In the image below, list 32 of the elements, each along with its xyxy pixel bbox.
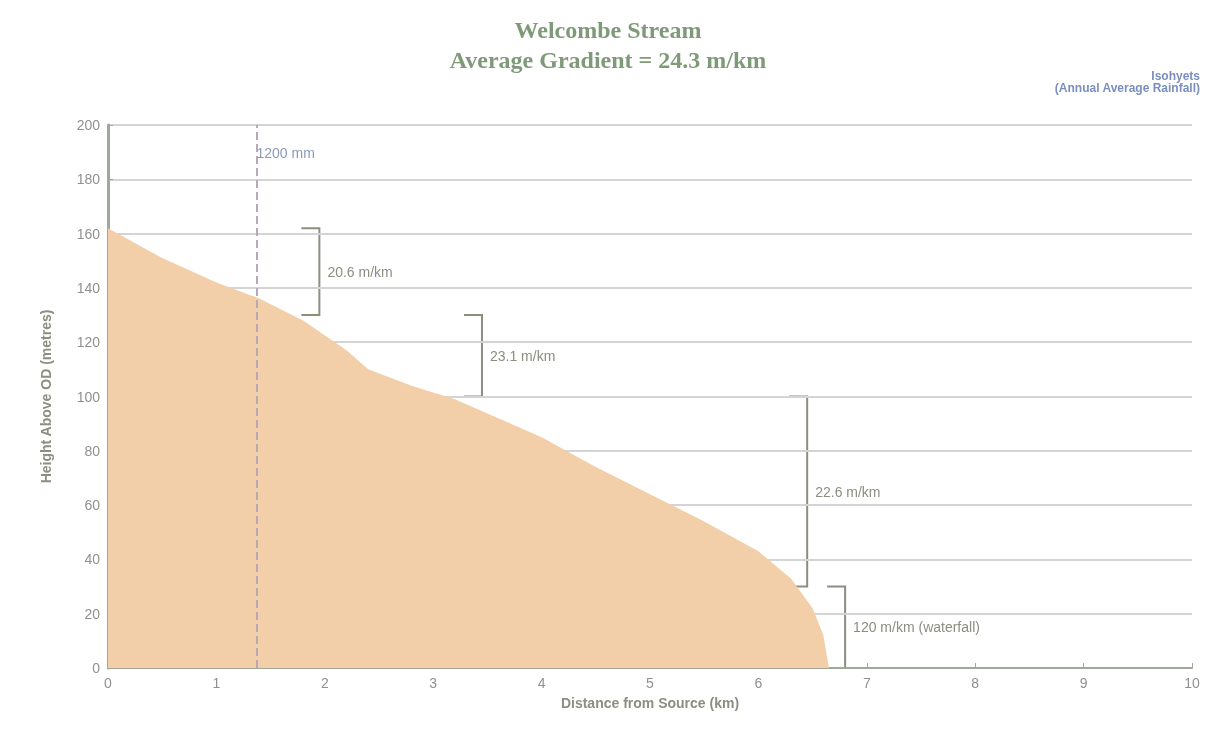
annotation: 120 m/km (waterfall) xyxy=(853,619,980,636)
annotation: 20.6 m/km xyxy=(327,263,393,280)
y-tick-label: 40 xyxy=(84,551,101,568)
x-tick-label: 5 xyxy=(646,675,655,691)
text: Isohyets (Annual Average Rainfall) xyxy=(1054,69,1201,95)
x-tick-label: 0 xyxy=(104,675,113,691)
chart-title: Welcombe Stream xyxy=(514,17,702,43)
y-tick-label: 100 xyxy=(76,388,101,405)
y-tick-label: 0 xyxy=(92,660,101,676)
y-tick-label: 180 xyxy=(76,171,101,188)
annotation: 23.1 m/km xyxy=(489,347,556,364)
x-tick-label: 8 xyxy=(971,675,980,691)
x-tick-label: 1 xyxy=(212,675,221,691)
y-tick-label: 140 xyxy=(76,279,101,296)
x-axis-title: Distance from Source (km) xyxy=(560,695,740,711)
x-tick-label: 4 xyxy=(537,675,546,691)
x-tick-label: 9 xyxy=(1079,675,1088,691)
y-axis-title: Height Above OD (metres) xyxy=(38,309,54,484)
y-tick-label: 60 xyxy=(84,497,101,514)
x-tick-label: 3 xyxy=(429,675,438,691)
x-tick-label: 2 xyxy=(320,675,329,691)
x-tick-label: 6 xyxy=(754,675,763,691)
chart-subtitle: Average Gradient = 24.3 m/km xyxy=(449,47,767,73)
x-tick-label: 10 xyxy=(1184,675,1200,691)
x-tick-label: 7 xyxy=(862,675,871,691)
ref-line-label: 1200 mm xyxy=(256,145,315,161)
y-tick-label: 80 xyxy=(84,442,101,459)
y-tick-label: 160 xyxy=(76,225,101,242)
y-tick-label: 120 xyxy=(76,334,101,351)
y-tick-label: 200 xyxy=(76,117,101,133)
annotation: 22.6 m/km xyxy=(815,483,881,500)
y-tick-label: 20 xyxy=(84,605,101,622)
